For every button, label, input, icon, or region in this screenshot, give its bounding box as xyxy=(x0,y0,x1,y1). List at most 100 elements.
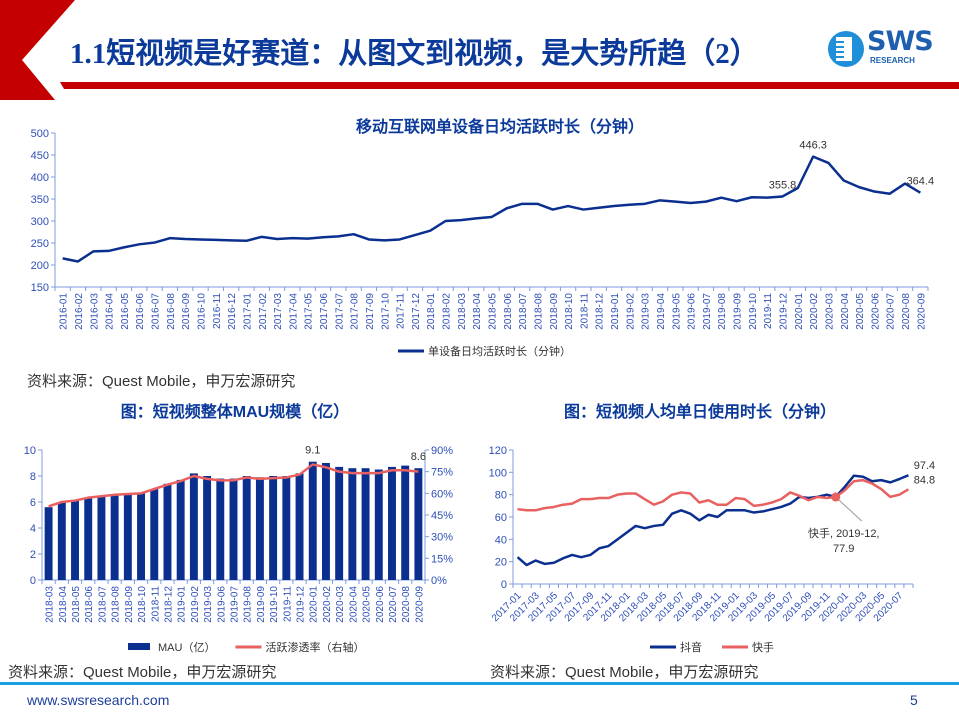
bar-mau xyxy=(321,463,330,580)
data-label: 355.8 xyxy=(769,179,797,191)
footer-url[interactable]: www.swsresearch.com xyxy=(27,692,170,708)
x-tick-label: 2020-09 xyxy=(414,586,425,623)
bar-mau xyxy=(44,507,53,580)
bar-mau xyxy=(348,468,357,580)
x-tick-label: 2018-03 xyxy=(457,293,468,330)
bar-mau xyxy=(71,500,79,580)
x-tick-label: 2017-03 xyxy=(273,293,284,330)
x-tick-label: 2018-06 xyxy=(84,586,95,623)
x-tick-label: 2018-03 xyxy=(45,586,56,623)
x-tick-label: 2018-10 xyxy=(564,293,575,330)
x-tick-label: 2017-08 xyxy=(350,293,361,330)
x-tick-label: 2019-07 xyxy=(702,293,713,330)
x-tick-label: 2019-06 xyxy=(687,293,698,330)
y2-tick-label: 45% xyxy=(431,510,453,522)
y-tick-label: 300 xyxy=(31,216,49,228)
bar-mau xyxy=(163,483,172,580)
x-tick-label: 2019-09 xyxy=(256,586,267,623)
x-tick-label: 2016-09 xyxy=(181,293,192,330)
x-tick-label: 2018-08 xyxy=(111,586,122,623)
x-tick-label: 2016-06 xyxy=(135,293,146,330)
x-tick-label: 2019-07 xyxy=(230,586,241,623)
data-label: 446.3 xyxy=(799,140,827,152)
bar-mau xyxy=(361,468,370,580)
x-tick-label: 2019-04 xyxy=(656,293,667,330)
x-tick-label: 2018-01 xyxy=(426,293,437,330)
bar-mau xyxy=(388,466,396,580)
x-tick-label: 2019-08 xyxy=(717,293,728,330)
annotation-leader xyxy=(835,496,863,522)
y2-tick-label: 90% xyxy=(431,445,453,457)
annotation-value: 77.9 xyxy=(833,543,854,555)
y2-tick-label: 75% xyxy=(431,467,453,479)
series-line-0 xyxy=(516,474,909,567)
legend-label: MAU（亿） xyxy=(158,641,215,654)
x-tick-label: 2020-07 xyxy=(886,293,897,330)
annotation-label: 快手, 2019-12, xyxy=(808,526,880,540)
x-tick-label: 2019-03 xyxy=(641,293,652,330)
x-tick-label: 2017-02 xyxy=(258,293,269,330)
x-tick-label: 2016-08 xyxy=(166,293,177,330)
y-tick-label: 8 xyxy=(30,471,36,483)
x-tick-label: 2016-01 xyxy=(59,293,70,330)
x-tick-label: 2020-06 xyxy=(375,586,386,623)
header-banner xyxy=(0,0,959,100)
bar-mau xyxy=(84,498,93,580)
bar-mau xyxy=(295,473,304,580)
x-tick-label: 2017-09 xyxy=(365,293,376,330)
y-tick-label: 0 xyxy=(30,575,36,587)
legend-label: 快手 xyxy=(752,640,774,654)
x-tick-label: 2018-10 xyxy=(137,586,148,623)
x-tick-label: 2019-01 xyxy=(610,293,621,330)
bar-mau xyxy=(57,502,66,580)
bar-mau xyxy=(110,495,119,580)
legend-label: 抖音 xyxy=(680,640,702,654)
bar-mau xyxy=(308,461,317,580)
x-tick-label: 2020-01 xyxy=(309,586,320,623)
x-tick-label: 2019-02 xyxy=(625,293,636,330)
y-tick-label: 100 xyxy=(489,467,507,479)
x-tick-label: 2018-06 xyxy=(503,293,514,330)
y-tick-label: 0 xyxy=(501,579,507,591)
page-number: 5 xyxy=(910,692,918,708)
y-tick-label: 250 xyxy=(31,238,49,250)
bar-mau xyxy=(123,494,132,580)
x-tick-label: 2017-11 xyxy=(396,293,407,329)
x-tick-label: 2020-08 xyxy=(401,586,412,623)
x-tick-label: 2018-05 xyxy=(488,293,499,330)
bar-mau xyxy=(282,476,291,580)
series-line-1 xyxy=(48,463,419,508)
x-tick-label: 2018-02 xyxy=(442,293,453,330)
data-label: 9.1 xyxy=(305,445,320,457)
logo-emblem-icon xyxy=(828,31,864,67)
logo-subtext: RESEARCH xyxy=(870,56,915,65)
y-tick-label: 200 xyxy=(31,260,49,272)
y2-tick-label: 15% xyxy=(431,553,453,565)
x-tick-label: 2020-09 xyxy=(916,293,927,330)
bar-mau xyxy=(97,496,106,580)
x-tick-label: 2020-08 xyxy=(901,293,912,330)
x-tick-label: 2020-03 xyxy=(335,586,346,623)
page-title: 1.1短视频是好赛道：从图文到视频，是大势所趋（2） xyxy=(70,38,759,70)
x-tick-label: 2020-05 xyxy=(362,586,373,623)
x-tick-label: 2019-08 xyxy=(243,586,254,623)
x-tick-label: 2019-09 xyxy=(733,293,744,330)
x-tick-label: 2020-01 xyxy=(794,293,805,330)
data-label: 84.8 xyxy=(914,474,935,486)
chart-title: 移动互联网单设备日均活跃时长（分钟） xyxy=(356,117,644,136)
x-tick-label: 2018-07 xyxy=(97,586,108,623)
footer-divider xyxy=(0,682,959,685)
bar-mau xyxy=(216,478,225,580)
y-tick-label: 500 xyxy=(31,128,49,140)
bar-mau xyxy=(401,465,410,580)
bar-mau xyxy=(242,476,251,580)
x-tick-label: 2016-03 xyxy=(89,293,100,330)
x-tick-label: 2020-04 xyxy=(348,586,359,623)
data-label: 97.4 xyxy=(914,460,935,472)
bar-mau xyxy=(150,489,159,580)
legend-label: 单设备日均活跃时长（分钟） xyxy=(428,344,571,358)
x-tick-label: 2017-06 xyxy=(319,293,330,330)
x-tick-label: 2017-07 xyxy=(334,293,345,330)
data-label: 8.6 xyxy=(411,451,426,463)
x-tick-label: 2016-05 xyxy=(120,293,131,330)
